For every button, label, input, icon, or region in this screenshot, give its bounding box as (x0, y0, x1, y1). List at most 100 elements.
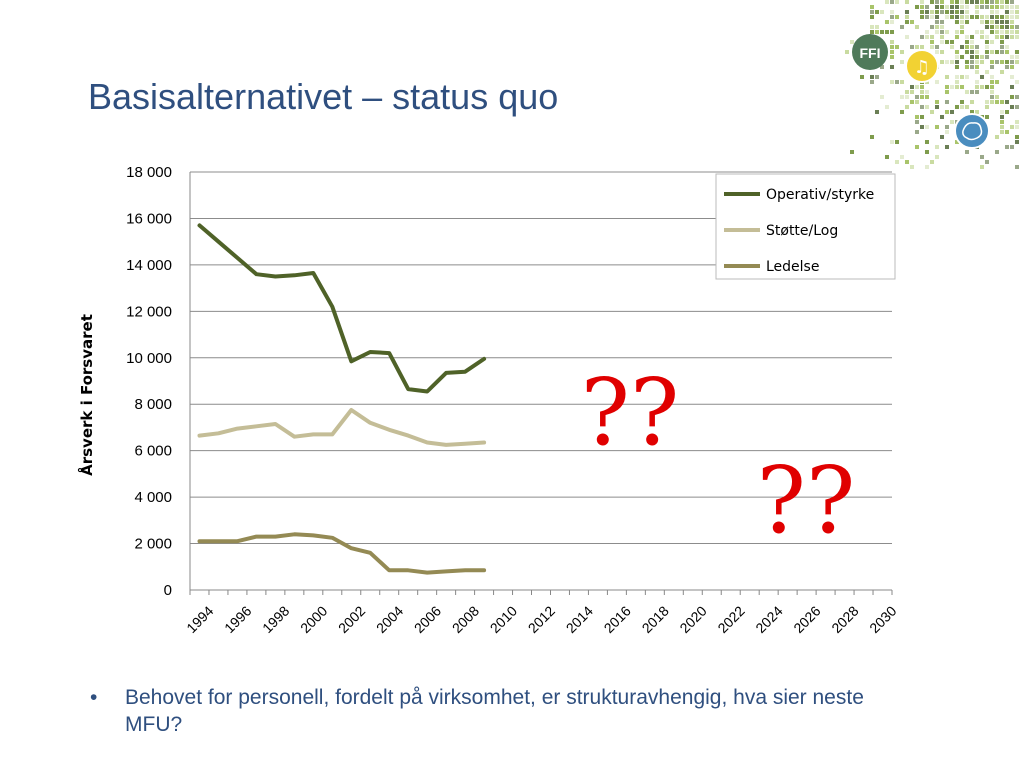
pixel-dot (880, 95, 884, 99)
x-tick-label: 2024 (752, 603, 785, 636)
pixel-dot (970, 55, 974, 59)
pixel-dot (975, 60, 979, 64)
legend-box (715, 173, 896, 280)
data-point (483, 442, 485, 443)
logo-area: FFI ♫ (845, 0, 1019, 169)
pixel-dot (955, 5, 959, 9)
y-tick-label: 6 000 (134, 443, 172, 460)
pixel-dot (875, 110, 879, 114)
pixel-dot (965, 105, 969, 109)
series-line-1 (197, 223, 487, 394)
pixel-dot (950, 40, 954, 44)
pixel-dot (945, 130, 949, 134)
pixel-dot (920, 15, 924, 19)
pixel-dot (900, 60, 904, 64)
pixel-dot (1010, 95, 1014, 99)
y-tick-label: 16 000 (126, 210, 172, 227)
pixel-dot (960, 100, 964, 104)
pixel-dot (925, 5, 929, 9)
data-point (369, 422, 371, 424)
pixel-dot (955, 55, 959, 59)
pixel-dot (950, 85, 954, 89)
pixel-dot (885, 20, 889, 24)
data-point (426, 391, 428, 392)
pixel-dot (905, 105, 909, 109)
ffi-logo-icon (852, 34, 888, 70)
pixel-dot (985, 25, 989, 29)
pixel-dot (985, 55, 989, 59)
x-tick-label: 2014 (563, 603, 596, 636)
pixel-dot (965, 5, 969, 9)
pixel-dot (995, 15, 999, 19)
pixel-dot (950, 110, 954, 114)
pixel-dot (955, 30, 959, 34)
pixel-dot (990, 65, 994, 69)
logo-text: FFI (860, 45, 881, 61)
pixel-dot (975, 90, 979, 94)
pixel-dot (965, 0, 969, 4)
pixel-dot (905, 35, 909, 39)
pixel-dot (955, 20, 959, 24)
data-point (218, 432, 219, 434)
pixel-dot (930, 35, 934, 39)
pixel-dot (890, 10, 894, 14)
pixel-dot (915, 85, 919, 89)
pixel-dot (945, 110, 949, 114)
pixel-dot (955, 35, 959, 39)
legend: Operativ/styrke Støtte/Log Ledelse (715, 173, 896, 280)
x-tick-label: 2028 (828, 603, 861, 636)
pixel-dot (965, 65, 969, 69)
y-tick-label: 12 000 (126, 303, 172, 320)
pixel-dot (990, 85, 994, 89)
pixel-dot (955, 105, 959, 109)
pixel-dot (1010, 0, 1014, 4)
data-point (350, 547, 352, 549)
pixel-dot (930, 10, 934, 14)
pixel-dot (935, 45, 939, 49)
pixel-dot (985, 50, 989, 54)
y-tick-label: 8 000 (134, 396, 172, 413)
pixel-dot (900, 110, 904, 114)
data-point (199, 435, 200, 437)
pixel-dot (1005, 60, 1009, 64)
pixel-dot (1005, 15, 1009, 19)
pixel-dot (945, 40, 949, 44)
pixel-dot (890, 40, 894, 44)
pixel-dot (1005, 50, 1009, 54)
pixel-dot (980, 85, 984, 89)
pixel-dot (980, 0, 984, 4)
pixel-dot (975, 70, 979, 74)
data-point (369, 351, 371, 353)
pixel-dot (950, 120, 954, 124)
y-tick-label: 18 000 (126, 164, 172, 181)
pixel-dot (930, 45, 934, 49)
y-tick-label: 10 000 (126, 350, 172, 367)
pixel-dot (985, 45, 989, 49)
data-point (483, 569, 485, 571)
data-point (199, 540, 200, 542)
pixel-dot (925, 125, 929, 129)
pixel-dot (890, 45, 894, 49)
pixel-dot (905, 160, 909, 164)
pixel-dot (945, 10, 949, 14)
pixel-dot (905, 20, 909, 24)
pixel-dot (890, 140, 894, 144)
pixel-dot (985, 100, 989, 104)
legend-entries: Operativ/styrke Støtte/Log Ledelse (724, 187, 874, 275)
pixel-dot (955, 65, 959, 69)
data-point (236, 257, 238, 259)
pixel-dot (990, 25, 994, 29)
pixel-dot (1015, 105, 1019, 109)
pixel-dot (1005, 145, 1009, 149)
pixel-dot (1005, 10, 1009, 14)
pixel-dot (930, 160, 934, 164)
pixel-dot (1000, 50, 1004, 54)
pixel-dot (885, 105, 889, 109)
pixel-dot (940, 35, 944, 39)
pixel-dot (930, 110, 934, 114)
pixel-dot (990, 95, 994, 99)
x-tick-label: 2006 (411, 603, 444, 636)
pixel-dot (1000, 125, 1004, 129)
pixel-dot (890, 55, 894, 59)
pixel-dot (885, 155, 889, 159)
